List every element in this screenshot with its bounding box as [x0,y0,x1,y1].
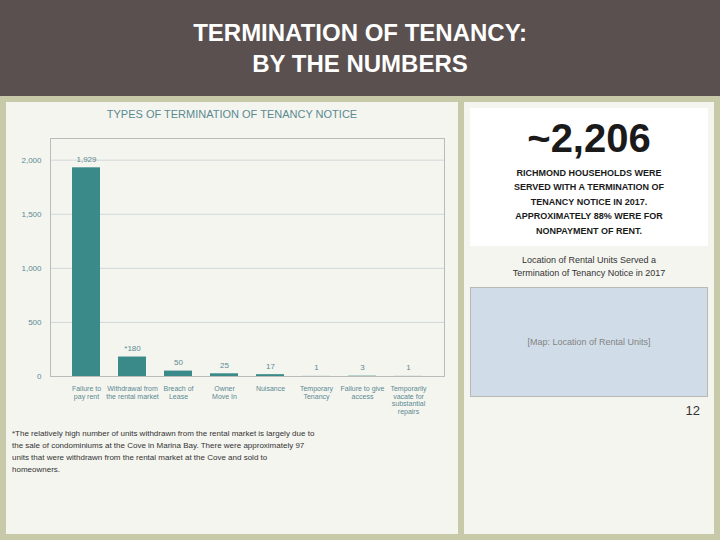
svg-text:2,000: 2,000 [21,156,42,165]
svg-text:0: 0 [37,372,42,381]
html-text:~2,206: ~2,206 [527,116,651,160]
html-text:RICHMOND HOUSEHOLDS WERE SERVE: RICHMOND HOUSEHOLDS WERE SERVED WITH A T… [514,168,664,236]
svg-text:1: 1 [406,363,411,372]
svg-text:25: 25 [220,361,229,370]
svg-text:1,500: 1,500 [21,210,42,219]
svg-text:1,000: 1,000 [21,264,42,273]
html-text:[Map: Location of Rental Units: [Map: Location of Rental Units] [527,337,651,347]
html-text:*The relatively high number of: *The relatively high number of units wit… [12,429,315,474]
svg-text:Failure topay rent: Failure topay rent [72,385,101,401]
html-text:TERMINATION OF TENANCY: BY THE: TERMINATION OF TENANCY: BY THE NUMBERS [193,18,527,77]
svg-text:17: 17 [266,362,275,371]
svg-text:3: 3 [360,363,365,372]
svg-text:50: 50 [174,358,183,367]
html-text:12: 12 [685,403,700,418]
html-text:Location of Rental Units Serve: Location of Rental Units Served a Termin… [512,255,666,279]
svg-text:1: 1 [314,363,319,372]
svg-text:1,929: 1,929 [76,155,97,164]
svg-text:Nuisance: Nuisance [256,385,285,392]
svg-text:*180: *180 [124,344,141,353]
svg-text:Withdrawal fromthe rental mark: Withdrawal fromthe rental market [106,385,159,400]
svg-text:Temporarilyvacate forsubstanti: Temporarilyvacate forsubstantialrepairs [390,385,427,416]
svg-text:500: 500 [28,318,42,327]
svg-text:Breach ofLease: Breach ofLease [164,385,194,400]
svg-text:Failure to giveaccess: Failure to giveaccess [341,385,385,400]
html-text:TYPES OF TERMINATION OF TENANC: TYPES OF TERMINATION OF TENANCY NOTICE [106,108,358,120]
svg-text:TemporaryTenancy: TemporaryTenancy [300,385,334,401]
svg-text:OwnerMove In: OwnerMove In [212,385,237,400]
